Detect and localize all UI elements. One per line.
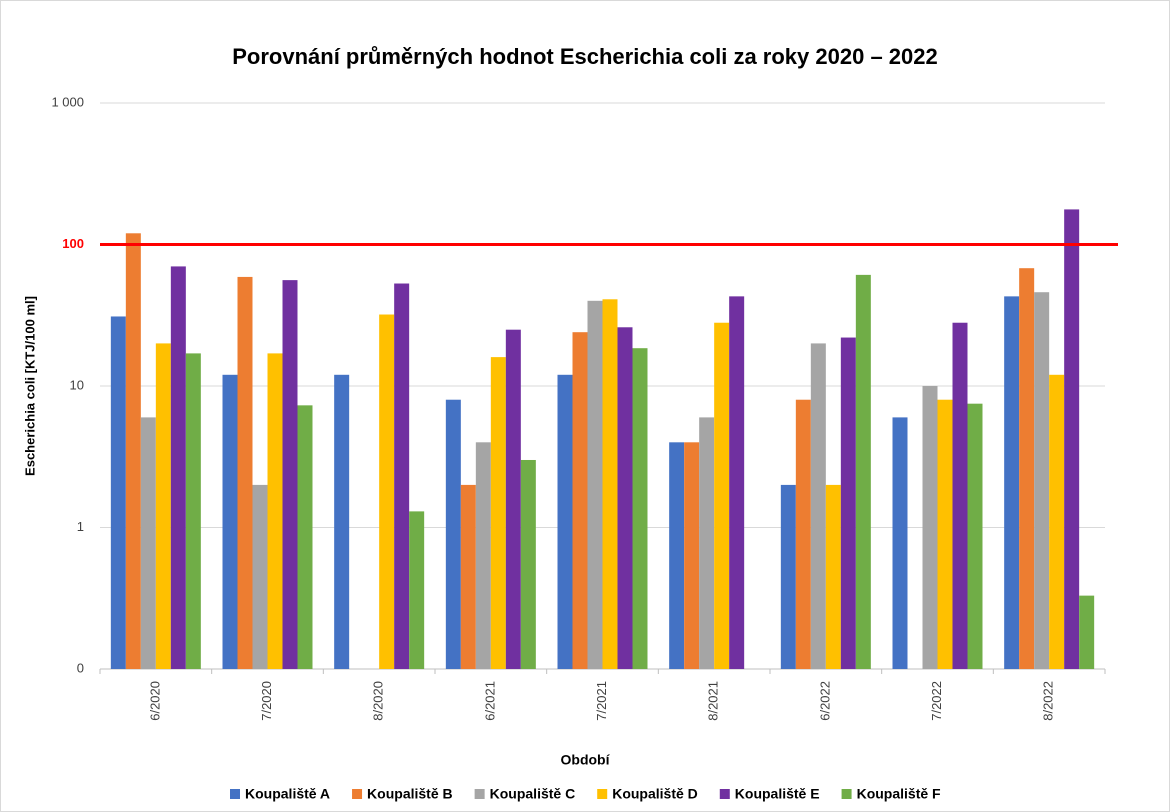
x-tick-label: 7/2021 (594, 681, 609, 721)
bar (237, 276, 253, 669)
bar (572, 332, 588, 669)
bar (795, 399, 811, 669)
bar (140, 417, 156, 669)
bar (520, 459, 536, 669)
y-axis-label: Escherichia coli [KTJ/100 ml] (22, 296, 37, 476)
bar (252, 484, 268, 669)
bar (669, 442, 685, 669)
bar (185, 353, 201, 669)
bar (922, 386, 938, 669)
bar (1049, 374, 1065, 669)
bar (840, 337, 856, 669)
bar (780, 484, 796, 669)
x-axis-label: Období (561, 752, 611, 768)
legend-swatch (597, 789, 608, 799)
bar (1064, 209, 1080, 669)
bar (714, 322, 730, 669)
bar (699, 417, 715, 669)
bar (110, 316, 126, 669)
bar (379, 314, 395, 669)
x-tick-label: 6/2021 (482, 681, 497, 721)
bar (892, 417, 908, 669)
bar (684, 442, 700, 669)
bar (1079, 595, 1095, 669)
bar (267, 353, 283, 669)
legend-swatch (719, 789, 730, 799)
legend-swatch (841, 789, 852, 799)
bar (460, 484, 476, 669)
bar (617, 327, 633, 669)
bar (937, 399, 953, 669)
legend-label: Koupaliště A (245, 786, 330, 802)
bar (1019, 268, 1035, 669)
bar (855, 274, 871, 669)
x-tick-label: 7/2020 (259, 681, 274, 721)
legend-label: Koupaliště B (367, 786, 453, 802)
bar (334, 374, 350, 669)
legend-swatch (474, 789, 485, 799)
chart-title: Porovnání průměrných hodnot Escherichia … (232, 44, 937, 69)
bar (155, 343, 171, 669)
legend-label: Koupaliště D (612, 786, 698, 802)
x-tick-label: 6/2020 (147, 681, 162, 721)
bar (475, 442, 491, 669)
bar (222, 374, 238, 669)
bar (125, 233, 141, 670)
x-tick-label: 8/2020 (371, 681, 386, 721)
bar (587, 300, 603, 669)
y-tick-label: 0 (77, 660, 84, 675)
bar (602, 299, 618, 669)
legend-swatch (352, 789, 363, 799)
legend-swatch (230, 789, 240, 799)
legend-label: Koupaliště C (490, 786, 576, 802)
legend-label: Koupaliště F (857, 786, 941, 802)
x-tick-label: 8/2022 (1041, 681, 1056, 721)
bar (297, 405, 313, 669)
y-tick-label: 100 (62, 236, 84, 251)
bar (825, 484, 841, 669)
x-tick-label: 6/2022 (817, 681, 832, 721)
bar (557, 374, 573, 669)
y-tick-label: 10 (70, 377, 84, 392)
bar (409, 511, 425, 669)
bar (490, 357, 506, 669)
bar (505, 329, 521, 669)
y-tick-label: 1 (77, 519, 84, 534)
bar (810, 343, 826, 669)
x-tick-label: 7/2022 (929, 681, 944, 721)
bar (170, 266, 186, 669)
y-tick-label: 1 000 (51, 94, 84, 109)
bar (1004, 296, 1020, 669)
bar (967, 403, 983, 669)
bar (282, 280, 298, 669)
bar (952, 322, 968, 669)
x-tick-label: 8/2021 (706, 681, 721, 721)
bar (445, 399, 461, 669)
bar (729, 296, 745, 669)
bar (1034, 292, 1050, 669)
legend-label: Koupaliště E (735, 786, 820, 802)
bar (394, 283, 410, 669)
bar (632, 348, 648, 669)
